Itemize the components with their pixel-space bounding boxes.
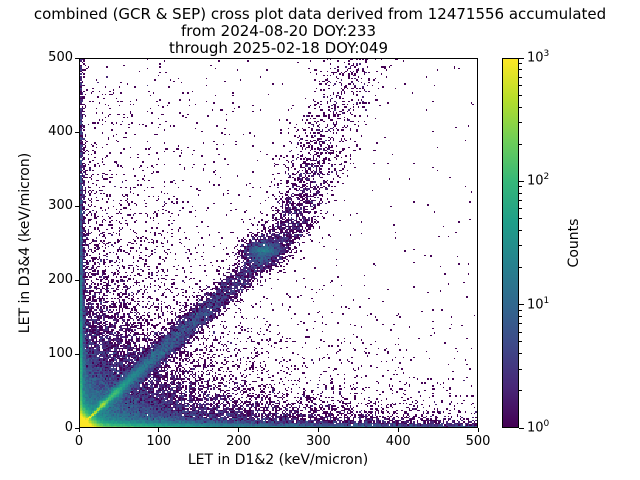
y-tick-mark (75, 279, 79, 281)
x-tick-mark (238, 428, 240, 432)
x-tick-mark (317, 428, 319, 432)
cross-plot-heatmap (80, 59, 477, 427)
colorbar-minor-tick (519, 309, 522, 311)
x-tick-label: 400 (385, 434, 411, 449)
colorbar-minor-tick (519, 245, 522, 247)
colorbar-minor-tick (519, 121, 522, 123)
x-axis-label: LET in D1&2 (keV/micron) (187, 452, 369, 468)
colorbar-minor-tick (519, 199, 522, 201)
colorbar-minor-tick (519, 390, 522, 392)
colorbar-major-tick (519, 304, 524, 306)
x-tick-mark (78, 428, 80, 432)
colorbar-label: Counts (566, 218, 582, 268)
colorbar-minor-tick (519, 229, 522, 231)
colorbar-tick-label: 100 (527, 419, 550, 436)
colorbar-minor-tick (519, 341, 522, 343)
colorbar-minor-tick (519, 331, 522, 333)
colorbar-minor-tick (519, 323, 522, 325)
chart-title-line-2: from 2024-08-20 DOY:233 (180, 22, 376, 40)
y-tick-mark (75, 131, 79, 133)
colorbar-gradient (503, 59, 518, 427)
x-tick-mark (477, 428, 479, 432)
y-tick-label: 200 (48, 272, 73, 287)
plot-area (79, 58, 478, 428)
y-tick-label: 100 (48, 346, 73, 361)
x-tick-label: 500 (465, 434, 491, 449)
colorbar-minor-tick (519, 63, 522, 65)
x-tick-label: 100 (146, 434, 172, 449)
colorbar-minor-tick (519, 143, 522, 145)
y-tick-mark (75, 205, 79, 207)
x-tick-mark (397, 428, 399, 432)
colorbar-minor-tick (519, 84, 522, 86)
x-tick-mark (158, 428, 160, 432)
y-tick-label: 300 (48, 198, 73, 213)
colorbar-minor-tick (519, 69, 522, 71)
y-tick-mark (75, 353, 79, 355)
y-tick-mark (75, 57, 79, 59)
colorbar-minor-tick (519, 316, 522, 318)
colorbar-major-tick (519, 180, 524, 182)
y-tick-label: 0 (64, 420, 73, 435)
colorbar-minor-tick (519, 106, 522, 108)
colorbar (502, 58, 519, 428)
colorbar-minor-tick (519, 94, 522, 96)
y-tick-label: 500 (48, 50, 73, 65)
colorbar-tick-label: 102 (527, 172, 550, 189)
y-axis-label: LET in D3&4 (keV/micron) (17, 152, 33, 334)
colorbar-minor-tick (519, 76, 522, 78)
colorbar-major-tick (519, 427, 524, 429)
y-tick-mark (75, 427, 79, 429)
x-tick-label: 0 (74, 434, 84, 449)
chart-title-line-3: through 2025-02-18 DOY:049 (168, 39, 389, 57)
x-tick-label: 300 (305, 434, 331, 449)
colorbar-minor-tick (519, 267, 522, 269)
chart-title-line-1: combined (GCR & SEP) cross plot data der… (33, 5, 607, 23)
colorbar-minor-tick (519, 368, 522, 370)
colorbar-minor-tick (519, 217, 522, 219)
colorbar-minor-tick (519, 353, 522, 355)
colorbar-minor-tick (519, 192, 522, 194)
colorbar-tick-label: 101 (527, 295, 550, 312)
x-tick-label: 200 (226, 434, 252, 449)
colorbar-tick-label: 103 (527, 49, 550, 66)
colorbar-major-tick (519, 57, 524, 59)
y-tick-label: 400 (48, 124, 73, 139)
colorbar-minor-tick (519, 208, 522, 210)
colorbar-minor-tick (519, 186, 522, 188)
